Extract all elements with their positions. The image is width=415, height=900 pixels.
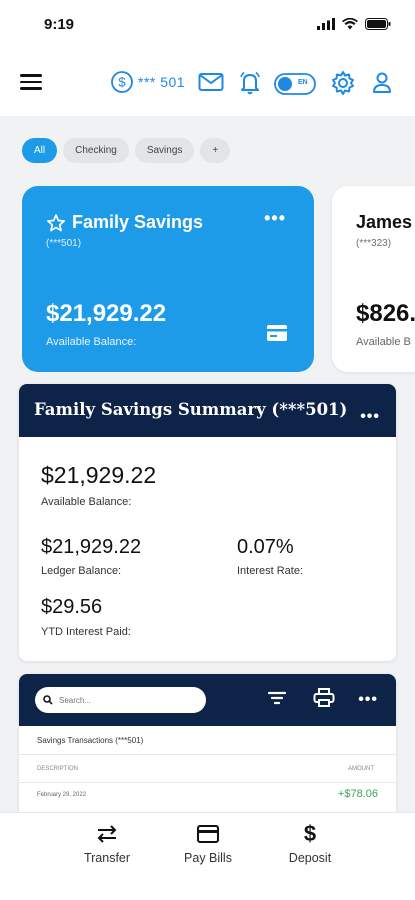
account-name: James — [356, 212, 413, 232]
filter-chip-add[interactable]: + — [200, 138, 231, 163]
column-header-description: DESCRIPTION — [37, 766, 79, 772]
summary-title: Family Savings Summary (***501) — [34, 400, 348, 419]
battery-icon — [365, 18, 391, 30]
nav-transfer[interactable]: Transfer — [62, 821, 152, 865]
transaction-date: February 29, 2022 — [37, 792, 87, 798]
nav-transfer-label: Transfer — [83, 851, 131, 865]
top-nav: $ *** 501 EN — [0, 58, 415, 112]
account-name: Family Savings — [72, 212, 204, 232]
ytd-interest-value: $29.56 — [41, 596, 103, 618]
card-icon — [197, 825, 219, 843]
ledger-balance-value: $21,929.22 — [41, 536, 142, 558]
status-bar: 9:19 — [0, 0, 415, 52]
account-filter-chips: All Checking Savings + — [22, 138, 231, 163]
available-balance-label: Available Balance: — [41, 496, 132, 508]
language-toggle[interactable]: EN — [274, 73, 316, 95]
dollar-circle-icon: $ — [111, 71, 133, 93]
available-balance-value: $21,929.22 — [41, 462, 157, 488]
menu-icon[interactable] — [20, 74, 42, 92]
nav-pay-bills[interactable]: Pay Bills — [163, 821, 253, 865]
gear-icon[interactable] — [330, 70, 356, 96]
account-mask: *** 501 — [138, 74, 186, 90]
filter-chip-checking[interactable]: Checking — [63, 138, 129, 163]
bell-icon[interactable] — [238, 70, 262, 96]
ytd-interest-label: YTD Interest Paid: — [41, 626, 131, 638]
account-balance-label: Available Balance: — [46, 336, 137, 348]
account-balance-label: Available B — [356, 336, 411, 348]
nav-deposit-label: Deposit — [288, 851, 332, 865]
transactions-subtitle: Savings Transactions (***501) — [37, 736, 144, 745]
account-card-title: Family Savings — [46, 212, 203, 233]
main-content: All Checking Savings + Family Savings (*… — [0, 116, 415, 812]
transaction-amount: +$78.06 — [337, 788, 378, 800]
account-balance: $826. — [356, 300, 415, 327]
interest-rate-value: 0.07% — [237, 536, 294, 558]
column-header-amount: AMOUNT — [348, 766, 374, 772]
bottom-nav: Transfer Pay Bills $ Deposit — [0, 812, 415, 900]
account-number: (***323) — [356, 238, 392, 249]
print-icon[interactable] — [313, 688, 335, 708]
status-time: 9:19 — [44, 16, 75, 33]
account-number: (***501) — [46, 238, 82, 249]
nav-deposit[interactable]: $ Deposit — [265, 821, 355, 865]
status-icons — [317, 18, 391, 30]
account-card[interactable]: Family Savings (***501) ••• $21,929.22 A… — [22, 186, 314, 372]
user-icon[interactable] — [371, 70, 393, 94]
account-card[interactable]: James (***323) $826. Available B — [332, 186, 415, 372]
summary-card: Family Savings Summary (***501) ••• $21,… — [19, 384, 396, 661]
wifi-icon — [342, 18, 358, 30]
filter-chip-savings[interactable]: Savings — [134, 138, 195, 163]
toggle-label: EN — [298, 79, 308, 86]
card-icon[interactable] — [266, 324, 288, 342]
ledger-balance-label: Ledger Balance: — [41, 565, 122, 577]
divider — [19, 754, 396, 755]
more-icon[interactable]: ••• — [358, 691, 378, 708]
nav-pay-bills-label: Pay Bills — [184, 851, 232, 865]
interest-rate-label: Interest Rate: — [237, 565, 304, 577]
transactions-card: ••• Savings Transactions (***501) DESCRI… — [19, 674, 396, 812]
filter-chip-all[interactable]: All — [22, 138, 58, 163]
star-icon[interactable] — [46, 213, 66, 233]
transactions-toolbar: ••• — [19, 674, 396, 726]
more-icon[interactable]: ••• — [264, 208, 286, 228]
search-box[interactable] — [35, 687, 206, 713]
search-icon — [43, 695, 53, 705]
summary-header: Family Savings Summary (***501) ••• — [19, 384, 396, 437]
filter-icon[interactable] — [267, 688, 287, 708]
account-balance: $21,929.22 — [46, 300, 167, 327]
dollar-icon: $ — [303, 821, 317, 846]
mail-icon[interactable] — [198, 70, 224, 94]
signal-icon — [317, 18, 335, 30]
more-icon[interactable]: ••• — [360, 408, 380, 425]
transfer-icon — [97, 825, 117, 843]
divider — [19, 782, 396, 783]
search-input[interactable] — [59, 695, 189, 705]
svg-text:$: $ — [118, 75, 126, 90]
account-selector[interactable]: $ *** 501 — [110, 70, 185, 94]
